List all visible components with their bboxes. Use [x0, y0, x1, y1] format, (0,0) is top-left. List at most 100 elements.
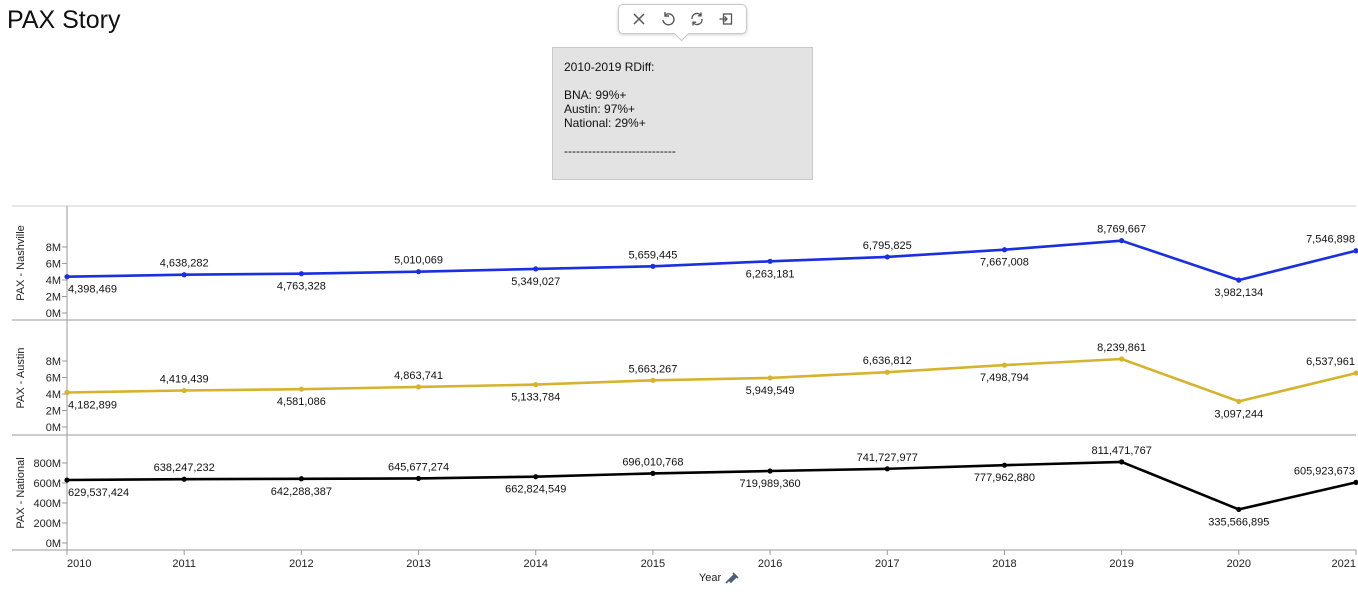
data-point-national: [1236, 506, 1242, 513]
data-label-nashville: 3,982,134: [1214, 287, 1263, 299]
data-point-austin: [884, 369, 890, 375]
annotation-line-national: National: 29%+: [564, 116, 646, 130]
x-tick-label: 2013: [406, 558, 430, 570]
page-title: PAX Story: [7, 6, 121, 34]
data-point-austin: [1119, 356, 1125, 362]
data-point-nashville: [767, 258, 773, 264]
data-point-austin: [298, 386, 304, 392]
data-point-nashville: [1119, 238, 1125, 244]
data-point-nashville: [181, 272, 187, 278]
data-label-nashville: 5,010,069: [394, 255, 443, 267]
annotation-line-bna: BNA: 99%+: [564, 88, 627, 102]
data-point-national: [181, 476, 187, 482]
series-line-nashville: [66, 239, 1357, 282]
data-point-nashville: [64, 274, 70, 280]
x-tick-label: 2017: [875, 558, 899, 570]
data-label-national: 696,010,768: [622, 456, 683, 468]
data-point-national: [533, 474, 539, 480]
data-label-nashville: 6,263,181: [746, 268, 795, 280]
data-label-nashville: 6,795,825: [863, 240, 912, 252]
data-point-austin: [650, 377, 656, 383]
refresh-icon[interactable]: [686, 8, 708, 30]
data-label-austin: 5,949,549: [746, 385, 795, 397]
data-point-national: [64, 477, 70, 483]
data-label-national: 335,566,895: [1208, 516, 1269, 528]
x-tick-label: 2020: [1227, 558, 1251, 570]
y-tick-label-nashville: 2M: [46, 292, 61, 304]
data-label-austin: 8,239,861: [1097, 342, 1146, 354]
series-line-national: [66, 460, 1357, 511]
x-tick-label: 2012: [289, 558, 313, 570]
x-tick-label: 2015: [641, 558, 665, 570]
y-tick-label-nashville: 0M: [46, 308, 61, 320]
undo-icon[interactable]: [657, 8, 679, 30]
y-tick-label-nashville: 6M: [46, 259, 61, 271]
data-label-nashville: 4,638,282: [160, 258, 209, 270]
data-label-national: 719,989,360: [740, 478, 801, 490]
y-tick-label-austin: 8M: [46, 356, 61, 368]
y-axis-label-austin: PAX - Austin: [15, 348, 27, 409]
data-point-national: [415, 475, 422, 482]
data-point-nashville: [1236, 277, 1242, 283]
data-point-nashville: [298, 271, 304, 277]
data-point-nashville: [1001, 247, 1008, 253]
y-tick-label-nashville: 8M: [46, 242, 61, 254]
pax-line-charts: PAX - Nashville 8M 6M 4M 2M 0M 4,398,469 4,638,…: [12, 205, 1358, 584]
y-tick-label-austin: 2M: [46, 406, 61, 418]
y-tick-label-national: 800M: [33, 458, 61, 470]
x-tick-label: 2011: [172, 558, 196, 570]
y-tick-label-austin: 6M: [46, 373, 61, 385]
data-point-national: [1119, 459, 1125, 465]
export-icon[interactable]: [715, 8, 737, 30]
data-point-national: [650, 470, 656, 476]
y-tick-label-austin: 4M: [46, 389, 61, 401]
data-label-austin: 4,863,741: [394, 370, 443, 382]
data-point-nashville: [884, 254, 890, 260]
x-tick-label: 2018: [992, 558, 1016, 570]
data-label-national: 741,727,977: [857, 452, 918, 464]
series-line-austin: [66, 357, 1357, 403]
data-label-austin: 7,498,794: [980, 372, 1029, 384]
data-label-national: 638,247,232: [154, 462, 215, 474]
data-label-nashville: 7,667,008: [980, 257, 1029, 269]
data-label-austin: 5,663,267: [628, 363, 677, 375]
y-axis-label-nashville: PAX - Nashville: [15, 225, 27, 301]
data-point-austin: [1353, 370, 1358, 376]
data-label-austin: 5,133,784: [511, 392, 560, 404]
x-axis-label: Year: [699, 572, 722, 584]
data-label-national: 645,677,274: [388, 461, 449, 473]
data-label-national: 629,537,424: [68, 487, 129, 499]
data-point-nashville: [415, 269, 422, 275]
data-point-austin: [415, 384, 422, 390]
y-tick-label-national: 600M: [33, 478, 61, 490]
annotation-toolbar: [618, 4, 747, 42]
data-point-austin: [1236, 398, 1242, 405]
data-label-nashville: 5,659,445: [628, 249, 677, 261]
data-label-national: 811,471,767: [1091, 445, 1151, 457]
annotation-divider: ----------------------------: [564, 144, 676, 158]
data-point-austin: [181, 387, 187, 394]
data-label-nashville: 4,763,328: [277, 281, 326, 293]
data-label-nashville: 5,349,027: [511, 276, 560, 288]
data-point-national: [1001, 462, 1008, 468]
data-label-austin: 3,097,244: [1214, 408, 1263, 420]
data-label-austin: 4,182,899: [68, 399, 117, 411]
pin-icon: [725, 572, 739, 584]
annotation-line-austin: Austin: 97%+: [564, 102, 636, 116]
data-point-national: [298, 476, 304, 482]
data-point-austin: [533, 382, 539, 388]
data-point-national: [884, 466, 890, 472]
y-tick-label-national: 0M: [46, 538, 61, 550]
data-point-nashville: [1353, 248, 1358, 254]
data-point-nashville: [533, 266, 539, 272]
y-tick-label-national: 400M: [33, 498, 61, 510]
data-label-austin: 6,537,961: [1306, 356, 1355, 368]
data-label-austin: 4,581,086: [277, 396, 326, 408]
x-tick-label: 2014: [523, 558, 547, 570]
close-icon[interactable]: [628, 8, 650, 30]
y-tick-label-austin: 0M: [46, 422, 61, 434]
x-tick-label: 2010: [67, 558, 91, 570]
y-tick-label-nashville: 4M: [46, 275, 61, 287]
data-label-nashville: 8,769,667: [1097, 224, 1146, 236]
data-label-nashville: 7,546,898: [1306, 234, 1355, 246]
